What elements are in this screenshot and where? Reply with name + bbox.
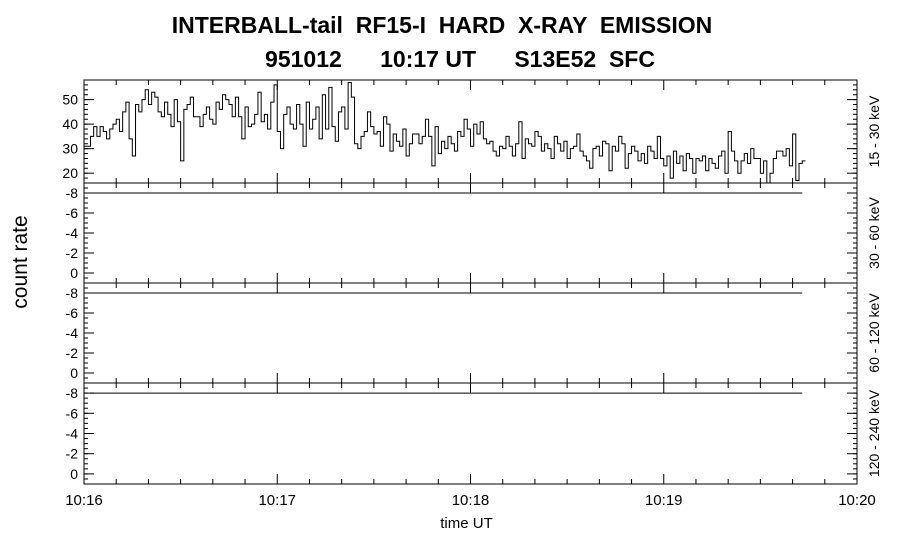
y-tick-label: -6 (66, 305, 79, 321)
y-tick-label: 50 (62, 92, 78, 108)
x-tick-label: 10:20 (838, 492, 876, 509)
y-tick-label: 0 (70, 365, 78, 381)
y-tick-label: -6 (66, 405, 79, 421)
x-tick-label: 10:16 (65, 492, 103, 509)
y-axis-label: count rate (9, 215, 32, 308)
panel-frame-2 (83, 282, 858, 384)
y-tick-label: -2 (66, 245, 79, 261)
chart-title: INTERBALL-tail RF15-I HARD X-RAY EMISSIO… (171, 12, 713, 38)
band-label: 120 - 240 keV (866, 389, 882, 477)
x-tick-label: 10:18 (452, 492, 490, 509)
y-tick-label: -8 (66, 185, 79, 201)
panel-frame-1 (83, 182, 858, 284)
x-axis-label: time UT (440, 515, 493, 532)
y-tick-label: -6 (66, 205, 79, 221)
x-tick-label: 10:19 (645, 492, 683, 509)
series-line-15-30 (84, 81, 806, 184)
y-tick-label: -2 (66, 345, 79, 361)
y-tick-label: 0 (70, 466, 78, 482)
y-tick-label: -4 (66, 225, 79, 241)
y-tick-label: -4 (66, 325, 79, 341)
band-label: 15 - 30 keV (866, 95, 882, 167)
band-label: 60 - 120 keV (866, 293, 882, 373)
y-tick-label: 30 (62, 141, 78, 157)
y-tick-label: -8 (66, 385, 79, 401)
y-tick-label: 0 (70, 265, 78, 281)
y-tick-label: -4 (66, 426, 79, 442)
y-tick-label: 40 (62, 116, 78, 132)
chart-subtitle: 951012 10:17 UT S13E52 SFC (265, 46, 655, 72)
y-tick-label: -8 (66, 285, 79, 301)
band-label: 30 - 60 keV (866, 197, 882, 269)
y-tick-label: 20 (62, 165, 78, 181)
y-tick-label: -2 (66, 446, 79, 462)
x-tick-label: 10:17 (258, 492, 296, 509)
panel-frame-3 (83, 382, 858, 485)
